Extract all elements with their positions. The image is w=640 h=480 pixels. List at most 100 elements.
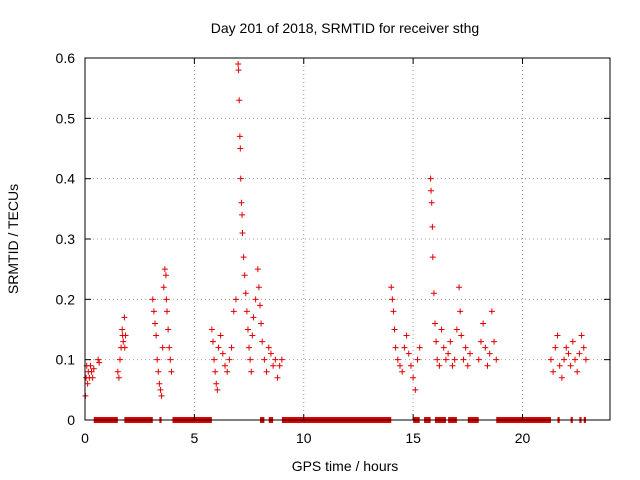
data-point — [569, 338, 576, 345]
data-point — [114, 368, 121, 375]
grid — [85, 58, 610, 420]
data-point — [87, 362, 94, 369]
data-point — [232, 296, 239, 303]
data-point — [236, 97, 243, 104]
data-point — [96, 359, 103, 366]
data-point — [88, 368, 95, 375]
chart-title: Day 201 of 2018, SRMTID for receiver sth… — [211, 20, 479, 36]
data-point — [412, 386, 419, 393]
data-point — [241, 272, 248, 279]
data-point — [401, 344, 408, 351]
data-point — [254, 266, 261, 273]
data-point — [243, 308, 250, 315]
data-point — [556, 362, 563, 369]
plot-frame — [84, 57, 611, 421]
y-tick-labels: 0 0.1 0.2 0.3 0.4 0.5 0.6 — [56, 50, 76, 428]
data-point — [257, 302, 263, 309]
data-point — [552, 344, 559, 351]
data-point — [261, 356, 268, 363]
data-point — [213, 380, 220, 387]
data-point — [239, 229, 246, 236]
data-point — [219, 350, 226, 357]
data-point — [563, 344, 570, 351]
data-point — [278, 356, 285, 363]
data-point — [427, 175, 434, 182]
data-point — [157, 386, 164, 393]
data-point — [247, 356, 254, 363]
x-tick-label: 15 — [405, 430, 421, 446]
data-point — [159, 344, 166, 351]
data-point — [416, 344, 423, 351]
data-point — [449, 362, 456, 369]
data-point — [484, 362, 491, 369]
data-point — [414, 356, 421, 363]
data-point — [212, 368, 219, 375]
data-point — [430, 290, 437, 297]
data-point — [84, 380, 91, 387]
y-tick-label: 0 — [67, 412, 75, 428]
data-point — [119, 326, 126, 333]
data-point — [121, 314, 128, 321]
data-point — [236, 133, 243, 140]
data-point — [428, 199, 435, 206]
data-point — [239, 211, 246, 218]
data-point — [226, 356, 233, 363]
data-point — [263, 368, 270, 375]
data-point — [120, 338, 127, 345]
data-point — [95, 356, 102, 363]
data-point — [399, 368, 406, 375]
data-point — [456, 284, 463, 291]
data-point — [580, 344, 587, 351]
data-point — [270, 362, 277, 369]
y-axis-label: SRMTID / TECUs — [5, 184, 21, 294]
data-point — [397, 362, 403, 369]
data-point — [433, 338, 440, 345]
data-point — [224, 368, 231, 375]
data-point — [163, 296, 170, 303]
data-point — [407, 362, 414, 369]
data-point — [240, 254, 247, 261]
data-point — [558, 374, 565, 381]
y-tick-label: 0.2 — [56, 291, 76, 307]
data-point — [547, 356, 554, 363]
data-point — [167, 356, 174, 363]
data-markers — [82, 61, 589, 399]
data-point — [550, 368, 557, 375]
data-point — [209, 338, 216, 345]
x-tick-label: 10 — [296, 430, 312, 446]
data-point — [582, 356, 589, 363]
data-point — [272, 356, 279, 363]
data-point — [453, 326, 460, 333]
data-point — [161, 266, 168, 273]
data-point — [429, 254, 436, 261]
data-point — [392, 344, 399, 351]
y-tick-label: 0.5 — [56, 110, 76, 126]
data-point — [158, 392, 165, 399]
data-point — [248, 368, 255, 375]
data-point — [211, 356, 218, 363]
data-point — [246, 344, 253, 351]
data-point — [208, 326, 215, 333]
data-point — [274, 374, 281, 381]
data-point — [164, 308, 171, 315]
data-point — [486, 350, 493, 357]
data-point — [429, 223, 436, 230]
x-tick-label: 20 — [515, 430, 531, 446]
data-point — [156, 380, 163, 387]
data-point — [394, 356, 401, 363]
data-point — [160, 284, 167, 291]
data-point — [250, 314, 257, 321]
data-point — [237, 145, 244, 152]
data-point — [436, 362, 443, 369]
data-point — [235, 61, 242, 68]
data-point — [90, 365, 97, 372]
data-point — [482, 344, 489, 351]
data-point — [432, 320, 438, 327]
data-point — [576, 350, 583, 357]
y-tick-label: 0.3 — [56, 231, 76, 247]
data-point — [122, 332, 129, 339]
data-point — [477, 338, 484, 345]
data-point — [460, 356, 467, 363]
data-point — [242, 290, 249, 297]
data-point — [491, 338, 498, 345]
